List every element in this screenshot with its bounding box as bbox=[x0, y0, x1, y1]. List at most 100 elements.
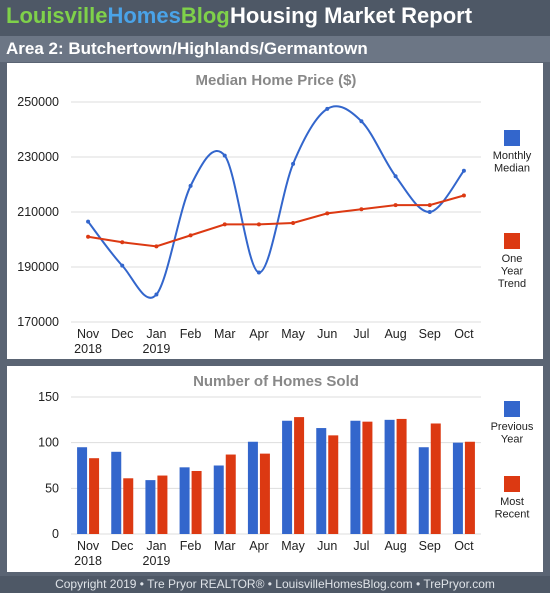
homes-sold-chart-panel: Number of Homes Sold 150 100 50 0 Nov 2018 Dec J… bbox=[7, 366, 543, 572]
sold-x-tick-label: Jun bbox=[317, 539, 337, 553]
sold-y-tick-label: 150 bbox=[38, 390, 59, 404]
sold-bar-1 bbox=[430, 423, 441, 534]
price-series-point-0 bbox=[427, 210, 432, 214]
sold-legend-swatch-1 bbox=[504, 476, 520, 492]
price-series-point-0 bbox=[154, 292, 159, 297]
price-x-tick-label: Apr bbox=[249, 327, 268, 341]
price-x-tick-label: Dec bbox=[111, 327, 133, 341]
price-y-tick-label: 190000 bbox=[17, 260, 59, 274]
sold-x-tick-label: Aug bbox=[384, 539, 406, 553]
sold-bar-1 bbox=[464, 441, 475, 534]
sold-x-tick-label: May bbox=[281, 539, 305, 553]
sold-bar-1 bbox=[225, 454, 236, 534]
price-legend-swatch-1 bbox=[504, 233, 520, 249]
price-x-tick-label: Sep bbox=[419, 327, 441, 341]
sold-bar-1 bbox=[294, 417, 305, 534]
price-series-point-1 bbox=[427, 203, 432, 208]
sold-legend-label-1: Most bbox=[500, 496, 524, 508]
price-x-tick-year: 2018 bbox=[74, 342, 102, 356]
sold-legend-label-0: Year bbox=[501, 434, 524, 446]
sold-y-tick-label: 50 bbox=[45, 481, 59, 495]
header-bar: LouisvilleHomesBlog Housing Market Repor… bbox=[0, 0, 550, 36]
brand-logo: LouisvilleHomesBlog bbox=[6, 3, 230, 29]
sold-x-tick-label: Dec bbox=[111, 539, 133, 553]
price-series-point-0 bbox=[461, 168, 466, 173]
sold-bar-1 bbox=[328, 435, 339, 534]
price-series-point-1 bbox=[188, 233, 193, 238]
price-x-tick-label: Jan bbox=[146, 327, 166, 341]
price-series-line-0 bbox=[87, 105, 465, 299]
price-series-point-1 bbox=[120, 240, 125, 245]
sold-bar-0 bbox=[350, 420, 361, 534]
price-series-point-0 bbox=[222, 153, 227, 158]
price-x-tick-label: Feb bbox=[180, 327, 202, 341]
price-series-point-0 bbox=[120, 263, 125, 268]
sold-bar-0 bbox=[247, 441, 258, 534]
brand-part-2: Homes bbox=[107, 3, 181, 28]
sold-legend-label-1: Recent bbox=[495, 509, 530, 521]
price-legend-swatch-0 bbox=[504, 130, 520, 146]
sold-bar-1 bbox=[396, 418, 407, 534]
price-legend-label-0: Median bbox=[494, 163, 530, 175]
price-series-point-1 bbox=[291, 221, 296, 225]
price-series-point-1 bbox=[256, 222, 261, 227]
price-series-line-1 bbox=[87, 194, 465, 248]
price-series-point-0 bbox=[86, 219, 91, 224]
brand-part-1: Louisville bbox=[6, 3, 108, 28]
sold-chart-title: Number of Homes Sold bbox=[193, 373, 359, 390]
sold-x-tick-label: Jan bbox=[146, 539, 166, 553]
sold-x-tick-year: 2018 bbox=[74, 554, 102, 568]
price-x-tick-label: Jun bbox=[317, 327, 337, 341]
sold-legend-swatch-0 bbox=[504, 401, 520, 417]
price-legend-label-1: Year bbox=[501, 266, 524, 278]
sold-bar-1 bbox=[123, 478, 134, 534]
price-series-point-0 bbox=[291, 161, 296, 166]
sold-x-tick-label: Nov bbox=[77, 539, 100, 553]
sold-bar-0 bbox=[282, 420, 293, 534]
sold-bar-0 bbox=[77, 447, 88, 534]
price-y-tick-label: 250000 bbox=[17, 95, 59, 109]
price-series-point-1 bbox=[393, 203, 398, 208]
sold-bar-1 bbox=[89, 458, 100, 534]
price-series-point-0 bbox=[188, 183, 193, 188]
median-price-chart: Median Home Price ($) 250000 230000 210000 1… bbox=[17, 72, 532, 356]
price-series-point-1 bbox=[222, 222, 227, 227]
price-series-point-0 bbox=[325, 106, 330, 111]
price-series-point-0 bbox=[393, 174, 398, 179]
price-series-point-1 bbox=[359, 207, 364, 212]
footer-bar: Copyright 2019 • Tre Pryor REALTOR® • Lo… bbox=[0, 576, 550, 593]
price-legend-label-1: Trend bbox=[498, 278, 526, 290]
price-series-point-0 bbox=[256, 270, 261, 275]
price-chart-title: Median Home Price ($) bbox=[196, 72, 357, 89]
sold-x-tick-label: Mar bbox=[214, 539, 236, 553]
price-legend-label-1: One bbox=[502, 253, 523, 265]
sold-x-tick-label: Oct bbox=[454, 539, 474, 553]
price-x-tick-label: Aug bbox=[384, 327, 406, 341]
price-legend-label-0: Monthly bbox=[493, 150, 532, 162]
price-x-tick-label: Jul bbox=[353, 327, 369, 341]
price-series-point-1 bbox=[86, 234, 91, 239]
sold-x-tick-label: Apr bbox=[249, 539, 268, 553]
price-x-tick-label: Oct bbox=[454, 327, 474, 341]
sold-bar-1 bbox=[362, 421, 373, 534]
sold-bar-0 bbox=[111, 451, 122, 534]
price-y-tick-label: 230000 bbox=[17, 150, 59, 164]
sold-bar-1 bbox=[259, 453, 270, 534]
sold-bar-1 bbox=[191, 470, 202, 534]
sold-bar-0 bbox=[213, 465, 224, 534]
sold-y-tick-label: 100 bbox=[38, 436, 59, 450]
price-x-tick-year: 2019 bbox=[143, 342, 171, 356]
sold-bar-1 bbox=[157, 475, 168, 534]
sold-x-tick-year: 2019 bbox=[143, 554, 171, 568]
sold-bar-0 bbox=[316, 428, 327, 534]
sold-x-tick-label: Feb bbox=[180, 539, 202, 553]
report-title: Housing Market Report bbox=[230, 3, 473, 28]
sold-x-tick-label: Jul bbox=[353, 539, 369, 553]
copyright-text: Copyright 2019 • Tre Pryor REALTOR® • Lo… bbox=[55, 577, 495, 591]
price-series-point-0 bbox=[359, 119, 364, 124]
sold-bar-0 bbox=[179, 467, 190, 534]
price-x-tick-label: May bbox=[281, 327, 305, 341]
area-bar: Area 2: Butchertown/Highlands/Germantown bbox=[0, 36, 550, 62]
price-x-tick-label: Mar bbox=[214, 327, 236, 341]
